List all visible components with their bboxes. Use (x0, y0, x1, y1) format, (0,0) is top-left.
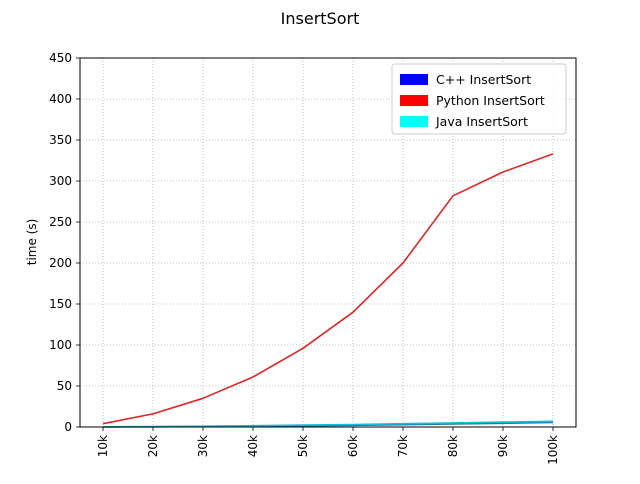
x-tick-label: 80k (446, 435, 460, 457)
y-tick-label: 200 (49, 256, 72, 270)
y-tick-label: 300 (49, 174, 72, 188)
legend-swatch (400, 74, 428, 85)
series-line-1 (102, 153, 554, 425)
legend-swatch (400, 95, 428, 106)
y-tick-label: 450 (49, 51, 72, 65)
y-tick-label: 50 (57, 379, 72, 393)
y-tick-label: 400 (49, 92, 72, 106)
y-tick-label: 100 (49, 338, 72, 352)
legend-label: C++ InsertSort (436, 72, 531, 87)
legend: C++ InsertSort Python InsertSort Java Inse… (391, 63, 567, 135)
x-tick-label: 40k (246, 435, 260, 457)
legend-label: Python InsertSort (436, 93, 545, 108)
series-line-2 (102, 420, 554, 428)
axes: 10k 20k 30k 40k 50k 60k 70k 80k 90k 100k 0 50 100 150… (49, 51, 560, 465)
x-tick-label: 10k (96, 435, 110, 457)
x-tick-label: 60k (346, 435, 360, 457)
y-tick-label: 350 (49, 133, 72, 147)
chart-title: InsertSort (281, 9, 360, 28)
legend-label: Java InsertSort (435, 114, 528, 129)
x-tick-label: 70k (396, 435, 410, 457)
legend-swatch (400, 116, 428, 127)
legend-box (391, 63, 567, 135)
y-tick-label: 0 (64, 420, 72, 434)
y-axis-label: time (s) (25, 219, 39, 266)
x-tick-label: 20k (146, 435, 160, 457)
y-tick-label: 250 (49, 215, 72, 229)
x-tick-label: 30k (196, 435, 210, 457)
y-tick-label: 150 (49, 297, 72, 311)
plot-frame (79, 57, 577, 428)
x-tick-label: 50k (296, 435, 310, 457)
x-tick-label: 90k (496, 435, 510, 457)
x-tick-label: 100k (546, 435, 560, 465)
